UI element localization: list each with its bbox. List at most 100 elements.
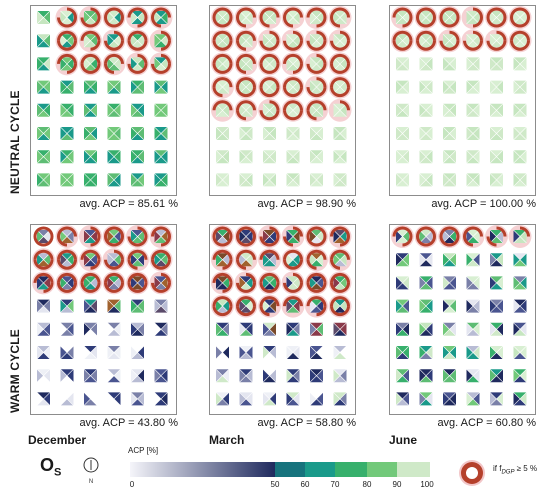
sensor-tile [489,57,504,71]
sensor-tile [258,225,281,248]
sensor-tile [234,248,258,272]
sensor-tile [262,322,277,337]
sensor-tile [466,80,480,94]
sensor-tile [107,80,121,94]
sensor-tile [107,149,121,164]
sensor-tile [107,345,121,360]
sensor-tile [215,322,230,337]
sensor-tile [107,392,121,406]
sensor-tile [130,149,145,164]
avg-neutral-december: avg. ACP = 85.61 % [79,198,178,210]
sensor-tile [466,368,480,383]
sensor-tile [489,126,504,141]
sensor-tile [442,322,457,337]
sensor-tile [305,248,328,272]
sensor-tile [286,126,300,141]
sensor-tile [461,29,485,53]
sensor-tile [489,368,504,383]
sensor-tile [414,225,438,248]
sensor-tile [60,299,74,313]
sensor-tile [211,75,234,99]
sensor-tile [83,80,98,94]
col-label-march: March [209,433,245,447]
sensor-tile [60,368,74,383]
sensor-tile [154,299,168,313]
sensor-tile [262,149,277,164]
sensor-tile [485,225,508,248]
sensor-tile [513,322,527,337]
sensor-tile [239,368,253,383]
sensor-tile [36,149,51,164]
sensor-tile [79,271,102,295]
legend-tick-100: 100 [420,480,434,489]
sensor-tile [442,57,457,71]
sensor-tile [489,276,504,290]
sensor-tile [258,248,281,272]
legend-tick-0: 0 [129,480,135,489]
sensor-tile [442,392,457,406]
sensor-tile [258,75,281,99]
sensor-tile [154,126,168,141]
sensor-tile [130,173,145,187]
sensor-tile [513,368,527,383]
sensor-tile [262,392,277,406]
sensor-tile [328,248,352,272]
sensor-tile [239,126,253,141]
sensor-tile [130,80,145,94]
sensor-tile [513,126,527,141]
sensor-tile [513,57,527,71]
sensor-tile [489,345,504,360]
sensor-tile [461,225,485,248]
sensor-tile [442,103,457,118]
sensor-tile [395,345,410,360]
sensor-tile [328,271,352,295]
sensor-tile [281,6,305,29]
sensor-tile [419,149,433,164]
sensor-tile [414,29,438,53]
sensor-tile [55,52,79,76]
sensor-tile [55,29,79,53]
sensor-tile [149,52,173,76]
sensor-tile [83,149,98,164]
sensor-tile [130,368,145,383]
sensor-tile [305,6,328,29]
sensor-tile [130,392,145,406]
sensor-tile [419,322,433,337]
sensor-tile [438,29,461,53]
sensor-tile [149,6,173,29]
sensor-tile [442,345,457,360]
sensor-tile [442,80,457,94]
sensor-tile [391,6,414,29]
legend-bin-0-50 [130,462,275,477]
sensor-tile [234,271,258,295]
sensor-tile [286,173,300,187]
sensor-tile [79,29,102,53]
sensor-tile [211,52,234,76]
legend-tick-60: 60 [300,480,310,489]
sensor-tile [286,322,300,337]
legend-tick-80: 80 [362,480,372,489]
sensor-tile [395,368,410,383]
sensor-tile [419,103,433,118]
sensor-tile [36,392,51,406]
sensor-tile [466,57,480,71]
sensor-tile [149,248,173,272]
sensor-tile [395,80,410,94]
sensor-tile [419,173,433,187]
sensor-tile [309,345,324,360]
sensor-tile [395,149,410,164]
sensor-tile [83,103,98,118]
sensor-tile [309,368,324,383]
sensor-tile [466,149,480,164]
sensor-tile [258,52,281,76]
sensor-tile [215,126,230,141]
sensor-tile [107,103,121,118]
sensor-tile [305,294,328,318]
sensor-tile [395,276,410,290]
sensor-tile [234,6,258,29]
sensor-tile [438,225,461,248]
sensor-tile [83,392,98,406]
sensor-tile [328,75,352,99]
avg-warm-march: avg. ACP = 58.80 % [257,417,356,429]
sensor-tile [239,345,253,360]
